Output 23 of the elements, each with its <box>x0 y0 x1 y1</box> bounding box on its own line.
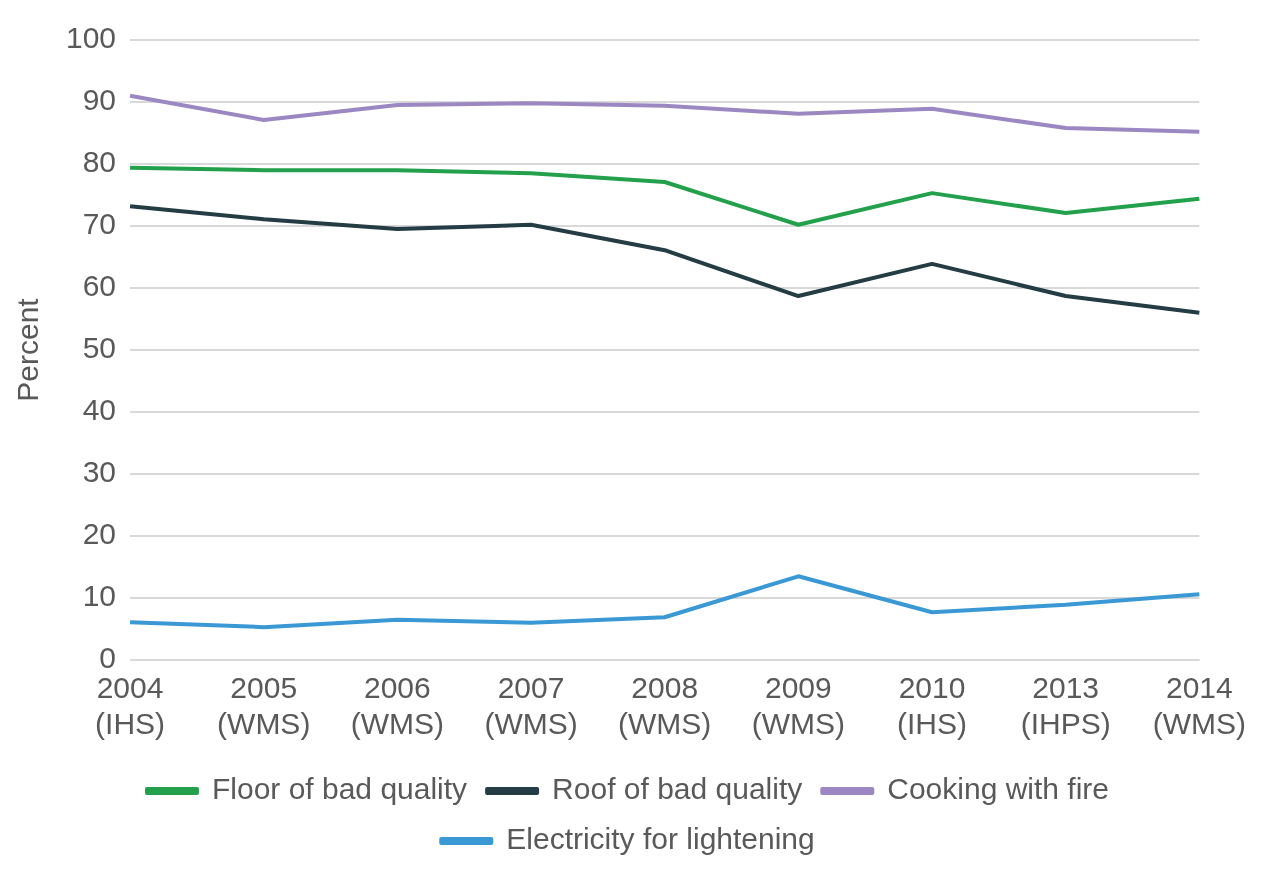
y-tick-label: 70 <box>82 207 117 241</box>
y-tick-label: 10 <box>82 579 117 613</box>
legend-label: Electricity for lightening <box>506 822 815 856</box>
y-tick-label: 90 <box>82 83 117 117</box>
x-tick-label: 2013 (IHPS) <box>1020 671 1111 741</box>
x-tick-label: 2008 (WMS) <box>618 671 712 741</box>
y-axis-title: Percent <box>11 297 45 402</box>
y-tick-label: 40 <box>82 393 117 427</box>
y-tick-label: 80 <box>82 145 117 179</box>
legend-label: Roof of bad quality <box>552 772 803 806</box>
y-tick-label: 20 <box>82 517 117 551</box>
y-tick-label: 30 <box>82 455 117 489</box>
x-tick-label: 2006 (WMS) <box>350 671 445 741</box>
y-tick-label: 100 <box>65 21 117 55</box>
x-tick-label: 2009 (WMS) <box>751 671 846 741</box>
y-tick-label: 60 <box>82 269 117 303</box>
x-tick-label: 2007 (WMS) <box>484 671 578 741</box>
y-tick-label: 50 <box>82 331 117 365</box>
x-tick-label: 2010 (IHS) <box>897 671 968 741</box>
x-tick-label: 2014 (WMS) <box>1152 671 1246 741</box>
legend-label: Cooking with fire <box>887 772 1110 806</box>
x-tick-label: 2005 (WMS) <box>217 671 311 741</box>
legend-label: Floor of bad quality <box>211 772 468 806</box>
